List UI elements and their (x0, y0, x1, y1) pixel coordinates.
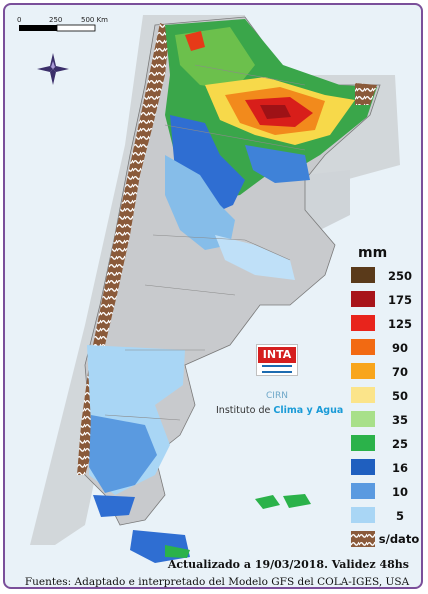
argentina-precipitation-map (19, 15, 400, 563)
scale-label-500: 500 Km (81, 16, 108, 24)
precip-north-darkred (260, 105, 291, 119)
instituto-prefix: Instituto de (216, 405, 274, 416)
legend-label-10: 10 (391, 485, 408, 499)
inta-logo-text: INTA (258, 347, 296, 363)
updated-text: Actualizado a 19/03/2018. Validez 48hs (167, 558, 409, 571)
cirn-label: CIRN (266, 391, 288, 401)
legend-label-50: 50 (391, 389, 408, 403)
legend-label-175: 175 (387, 293, 412, 307)
scale-label-0: 0 (17, 16, 22, 24)
precip-north-peak (185, 31, 205, 51)
legend-swatch-25 (351, 435, 375, 451)
legend-label-5: 5 (395, 509, 404, 523)
compass-rose (37, 53, 69, 85)
uruguay-land (303, 170, 350, 230)
scale-bar (19, 24, 96, 32)
precip-central-lightblue (165, 155, 235, 250)
instituto-label: Instituto de Clima y Agua (216, 405, 343, 416)
precip-patagonia-blue (89, 415, 157, 493)
province-boundaries (104, 64, 306, 421)
inta-logo: INTA (256, 344, 298, 376)
instituto-highlight: Clima y Agua (273, 405, 344, 416)
precip-northeast-no-data (355, 83, 377, 105)
legend-label-70: 70 (391, 365, 408, 379)
map-frame: 0 250 500 Km mm 250 175 125 90 70 50 35 … (3, 3, 423, 589)
legend-swatch-35 (351, 411, 375, 427)
inta-logo-lines (262, 365, 292, 373)
legend-swatch-175 (351, 291, 375, 307)
legend-swatch-5 (351, 507, 375, 523)
legend-swatch-50 (351, 387, 375, 403)
scale-label-250: 250 (49, 16, 63, 24)
legend-swatch-10 (351, 483, 375, 499)
tierra-del-fuego-green (165, 545, 190, 558)
legend-swatch-125 (351, 315, 375, 331)
sources-text: Fuentes: Adaptado e interpretado del Mod… (24, 576, 410, 588)
legend-label-25: 25 (391, 437, 408, 451)
legend-label-125: 125 (387, 317, 412, 331)
legend-swatch-250 (351, 267, 375, 283)
precip-central-pale (215, 235, 295, 280)
legend-swatch-no-data (351, 531, 375, 547)
legend-swatch-16 (351, 459, 375, 475)
precip-patagonia-deep (93, 495, 135, 517)
legend-label-16: 16 (391, 461, 408, 475)
legend-label-250: 250 (387, 269, 412, 283)
malvinas-islands (255, 494, 311, 509)
legend-label-no-data: s/dato (378, 532, 420, 546)
legend-swatch-70 (351, 363, 375, 379)
precip-mesopotamia-blue (245, 145, 310, 183)
legend-label-35: 35 (391, 413, 408, 427)
legend-title: mm (358, 245, 388, 261)
legend-label-90: 90 (391, 341, 408, 355)
legend-swatch-90 (351, 339, 375, 355)
